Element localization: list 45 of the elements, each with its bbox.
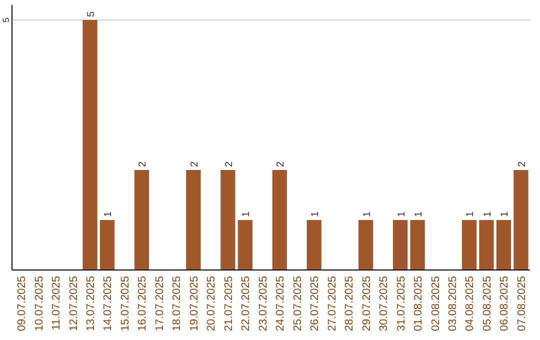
x-tick-label: 26.07.2025 xyxy=(309,276,322,332)
x-tick-label: 30.07.2025 xyxy=(378,276,390,332)
x-tick-label: 18.07.2025 xyxy=(171,276,184,332)
data-label: 1 xyxy=(482,211,494,217)
data-label: 5 xyxy=(86,11,97,17)
x-tick-label: 04.08.2025 xyxy=(464,276,476,332)
x-tick-label: 02.08.2025 xyxy=(430,276,442,332)
x-tick-label: 11.07.2025 xyxy=(50,276,63,330)
data-label: 1 xyxy=(500,211,511,217)
x-tick-label: 17.07.2025 xyxy=(154,276,166,332)
data-label: 1 xyxy=(362,211,373,217)
data-label: 1 xyxy=(310,211,322,217)
x-tick-label: 12.07.2025 xyxy=(68,276,80,332)
data-label: 1 xyxy=(396,211,408,217)
x-tick-label: 05.08.2025 xyxy=(481,276,494,332)
x-tick-label: 15.07.2025 xyxy=(119,276,132,332)
data-label: 2 xyxy=(224,161,235,167)
x-tick-label: 28.07.2025 xyxy=(344,276,356,332)
x-tick-label: 29.07.2025 xyxy=(360,276,373,332)
x-tick-label: 23.07.2025 xyxy=(257,276,270,332)
x-tick-label: 20.07.2025 xyxy=(206,276,218,332)
data-label: 2 xyxy=(276,161,287,167)
x-tick-label: 07.08.2025 xyxy=(516,276,528,332)
x-tick-label: 06.08.2025 xyxy=(498,276,511,332)
data-label: 1 xyxy=(103,211,114,217)
x-tick-label: 19.07.2025 xyxy=(188,276,200,332)
x-tick-label: 31.07.2025 xyxy=(395,276,408,332)
x-tick-label: 03.08.2025 xyxy=(447,276,459,332)
x-tick-label: 16.07.2025 xyxy=(136,276,149,332)
x-tick-label: 27.07.2025 xyxy=(326,276,338,332)
x-tick-label: 22.07.2025 xyxy=(240,276,252,332)
x-tick-label: 21.07.2025 xyxy=(222,276,235,332)
x-tick-label: 13.07.2025 xyxy=(85,276,97,332)
x-tick-label: 01.08.2025 xyxy=(412,276,425,332)
x-tick-label: 25.07.2025 xyxy=(292,276,304,332)
data-label: 2 xyxy=(516,161,528,167)
x-tick-label: 24.07.2025 xyxy=(274,276,287,332)
data-label: 1 xyxy=(241,211,252,217)
x-tick-label: 10.07.2025 xyxy=(33,276,46,332)
data-label: 2 xyxy=(189,161,200,167)
x-tick-label: 14.07.2025 xyxy=(102,276,114,332)
data-label: 2 xyxy=(138,161,149,167)
data-label: 1 xyxy=(414,211,425,217)
data-label: 1 xyxy=(465,211,476,217)
x-tick-label: 09.07.2025 xyxy=(16,276,28,332)
